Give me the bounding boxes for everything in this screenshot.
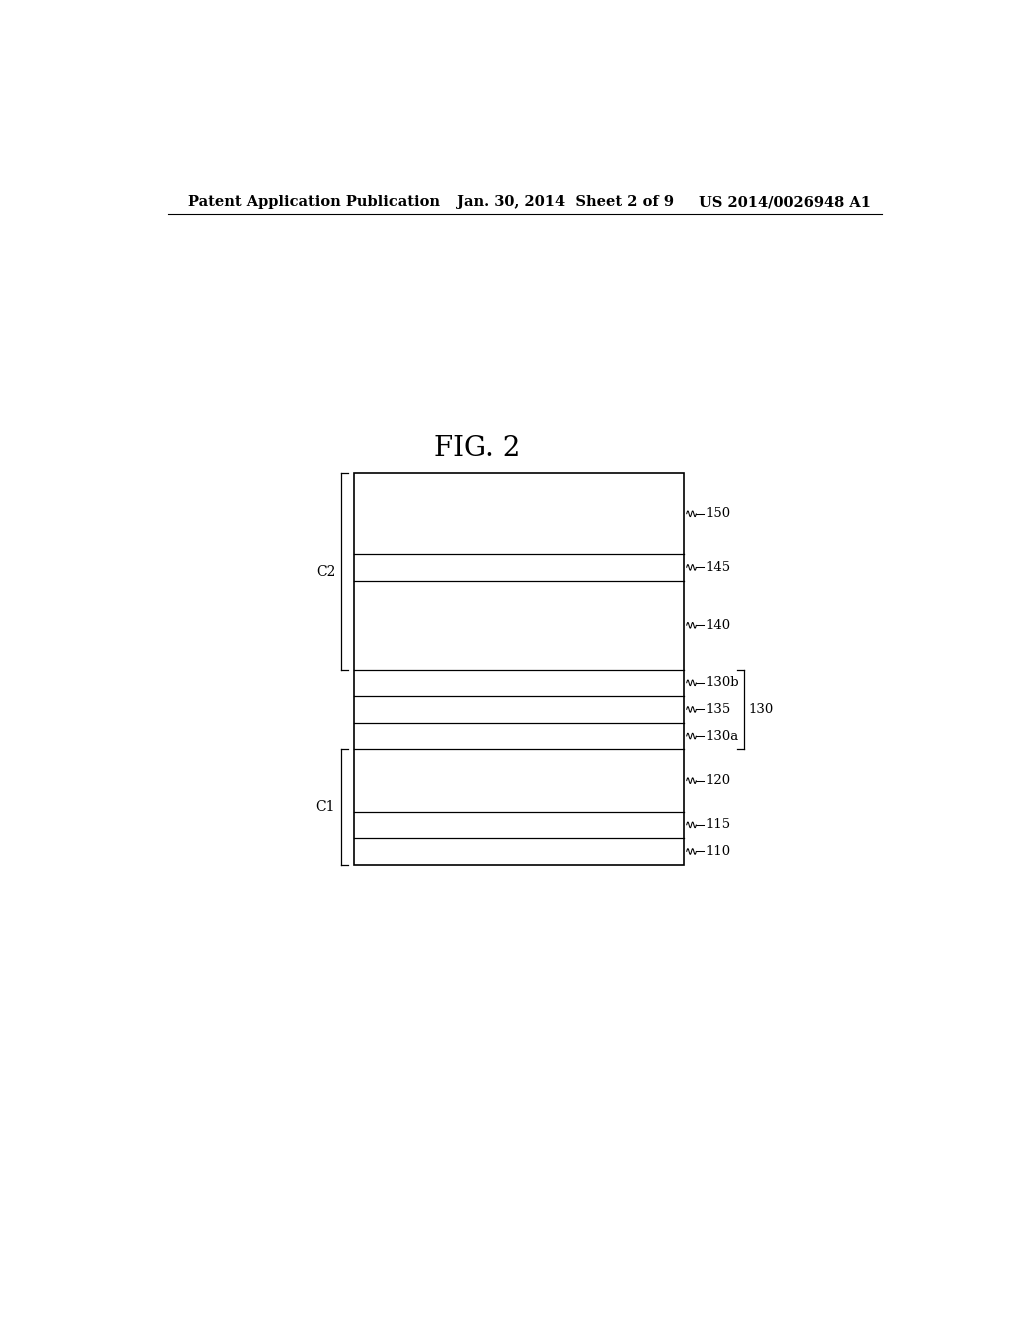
Text: 140: 140 <box>706 619 731 632</box>
Text: C1: C1 <box>315 800 335 814</box>
Text: 110: 110 <box>706 845 731 858</box>
Bar <box>354 474 684 865</box>
Text: 115: 115 <box>706 818 731 832</box>
Text: 135: 135 <box>706 704 731 715</box>
Text: 120: 120 <box>706 774 731 787</box>
Text: Patent Application Publication: Patent Application Publication <box>187 195 439 209</box>
Text: 130a: 130a <box>706 730 739 743</box>
Text: 130: 130 <box>749 704 774 715</box>
Text: US 2014/0026948 A1: US 2014/0026948 A1 <box>699 195 871 209</box>
Text: C2: C2 <box>315 565 335 578</box>
Text: 145: 145 <box>706 561 731 574</box>
Text: 150: 150 <box>706 507 731 520</box>
Text: 130b: 130b <box>706 676 739 689</box>
Text: Jan. 30, 2014  Sheet 2 of 9: Jan. 30, 2014 Sheet 2 of 9 <box>458 195 675 209</box>
Text: FIG. 2: FIG. 2 <box>434 434 520 462</box>
